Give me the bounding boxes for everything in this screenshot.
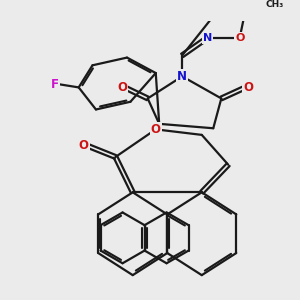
Text: O: O bbox=[243, 81, 253, 94]
Text: F: F bbox=[51, 78, 59, 91]
Text: O: O bbox=[151, 123, 161, 136]
Text: N: N bbox=[177, 70, 187, 83]
Text: CH₃: CH₃ bbox=[266, 0, 284, 9]
Text: N: N bbox=[203, 33, 212, 43]
Text: O: O bbox=[235, 33, 244, 43]
Text: O: O bbox=[117, 81, 127, 94]
Text: O: O bbox=[79, 140, 89, 152]
